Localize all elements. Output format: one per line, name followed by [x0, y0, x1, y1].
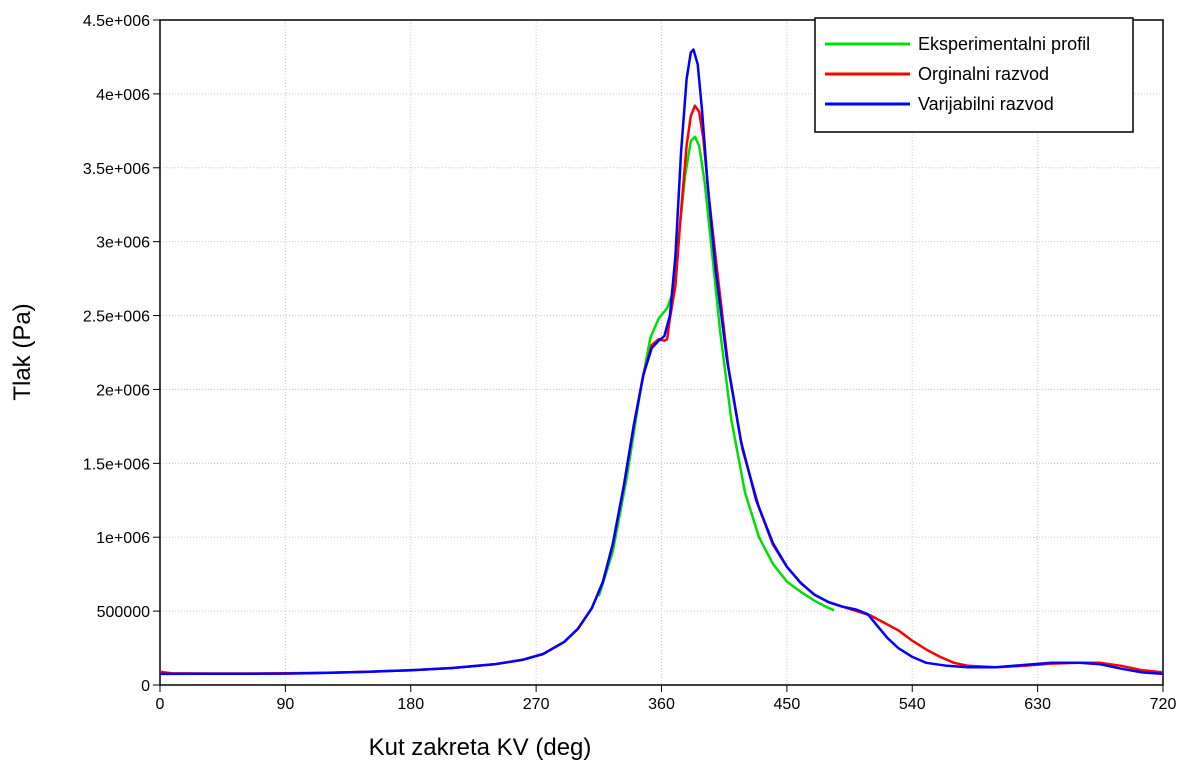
y-tick-label: 2.5e+006 [83, 309, 150, 326]
x-tick-label: 180 [397, 696, 424, 713]
y-tick-label: 0 [141, 678, 150, 695]
y-tick-label: 1e+006 [96, 530, 150, 547]
y-tick-label: 4.5e+006 [83, 13, 150, 30]
x-tick-label: 0 [156, 696, 165, 713]
x-tick-label: 540 [899, 696, 926, 713]
series-line-1 [597, 135, 835, 612]
y-tick-label: 2e+006 [96, 382, 150, 399]
legend-label-orginalni: Orginalni razvod [918, 64, 1049, 84]
x-axis-title: Kut zakreta KV (deg) [369, 734, 592, 760]
y-tick-label: 3.5e+006 [83, 161, 150, 178]
y-axis-title: Tlak (Pa) [9, 303, 36, 400]
legend: Eksperimentalni profil Orginalni razvod … [814, 17, 1134, 133]
y-tick-label: 500000 [97, 604, 150, 621]
y-tick-label: 3e+006 [96, 235, 150, 252]
legend-label-eksperimentalni: Eksperimentalni profil [918, 34, 1090, 54]
x-tick-label: 90 [276, 696, 294, 713]
x-tick-label: 630 [1024, 696, 1051, 713]
legend-label-varijabilni: Varijabilni razvod [918, 94, 1054, 114]
axes: 0 90 180 270 360 450 540 630 720 0 500000 1e+006 1.5… [83, 13, 1177, 713]
x-tick-label: 270 [523, 696, 550, 713]
x-tick-label: 450 [774, 696, 801, 713]
series-lines [159, 48, 1164, 676]
y-tick-label: 1.5e+006 [83, 456, 150, 473]
x-tick-label: 360 [648, 696, 675, 713]
x-tick-label: 720 [1150, 696, 1177, 713]
y-tick-label: 4e+006 [96, 87, 150, 104]
series-line-3 [159, 48, 1164, 676]
